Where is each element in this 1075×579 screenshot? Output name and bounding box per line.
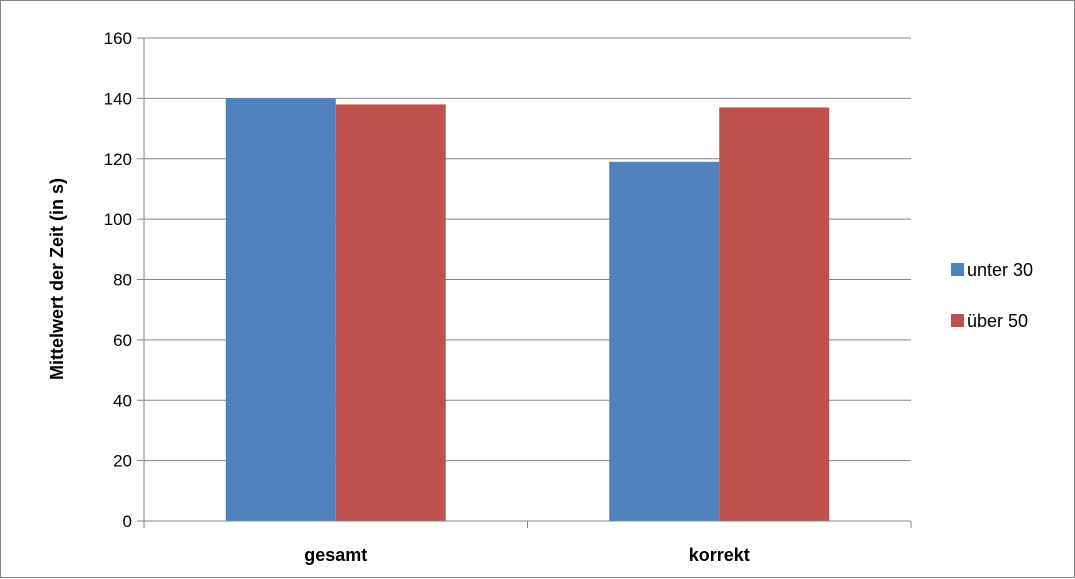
y-tick-label: 120: [104, 150, 132, 169]
bar-gesamt-series-1: [225, 98, 336, 521]
y-tick-label: 20: [113, 452, 132, 471]
bars: [225, 98, 830, 522]
legend: unter 30 über 50: [951, 260, 1033, 331]
y-tick-label: 100: [104, 210, 132, 229]
y-tick-label: 80: [113, 271, 132, 290]
bar-korrekt-series-2: [719, 107, 830, 522]
bar-gesamt-series-2: [335, 104, 446, 521]
legend-swatch: [951, 314, 964, 327]
legend-swatch: [951, 263, 964, 276]
legend-label: unter 30: [967, 260, 1033, 280]
y-tick-label: 60: [113, 331, 132, 350]
y-tick-label: 0: [123, 512, 132, 531]
axes: 0 20 40 60 80 100 120 140 160 gesamt korrekt: [104, 29, 912, 565]
legend-label: über 50: [967, 311, 1028, 331]
y-tick-label: 160: [104, 29, 132, 48]
y-tick-label: 40: [113, 391, 132, 410]
x-category-label: gesamt: [304, 545, 367, 565]
y-axis-title: Mittelwert der Zeit (in s): [47, 178, 67, 380]
bar-korrekt-series-1: [609, 161, 720, 522]
y-tick-label: 140: [104, 89, 132, 108]
x-category-label: korrekt: [689, 545, 750, 565]
